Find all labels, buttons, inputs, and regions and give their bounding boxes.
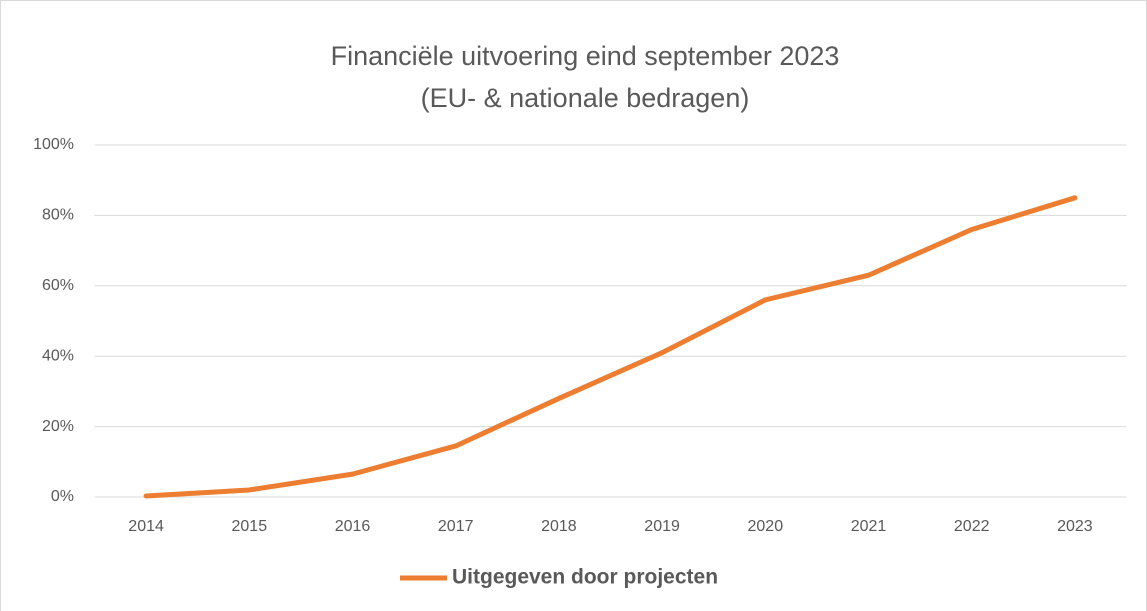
y-tick-label: 80% xyxy=(42,207,74,224)
x-tick-label: 2020 xyxy=(748,518,784,535)
y-tick-label: 20% xyxy=(42,418,74,435)
y-tick-label: 60% xyxy=(42,277,74,294)
x-tick-label: 2016 xyxy=(335,518,371,535)
x-tick-label: 2022 xyxy=(954,518,990,535)
x-tick-label: 2017 xyxy=(438,518,474,535)
x-tick-label: 2015 xyxy=(232,518,268,535)
y-tick-label: 40% xyxy=(42,347,74,364)
x-tick-label: 2023 xyxy=(1057,518,1093,535)
y-tick-label: 100% xyxy=(33,136,74,153)
legend-label: Uitgegeven door projecten xyxy=(452,566,718,589)
chart-title: Financiële uitvoering eind september 202… xyxy=(331,41,840,71)
x-tick-label: 2018 xyxy=(541,518,577,535)
chart-subtitle: (EU- & nationale bedragen) xyxy=(421,83,750,113)
y-tick-label: 0% xyxy=(51,488,74,505)
x-tick-label: 2021 xyxy=(851,518,887,535)
data-line xyxy=(143,195,1078,499)
x-tick-label: 2014 xyxy=(128,518,164,535)
x-tick-label: 2019 xyxy=(644,518,680,535)
